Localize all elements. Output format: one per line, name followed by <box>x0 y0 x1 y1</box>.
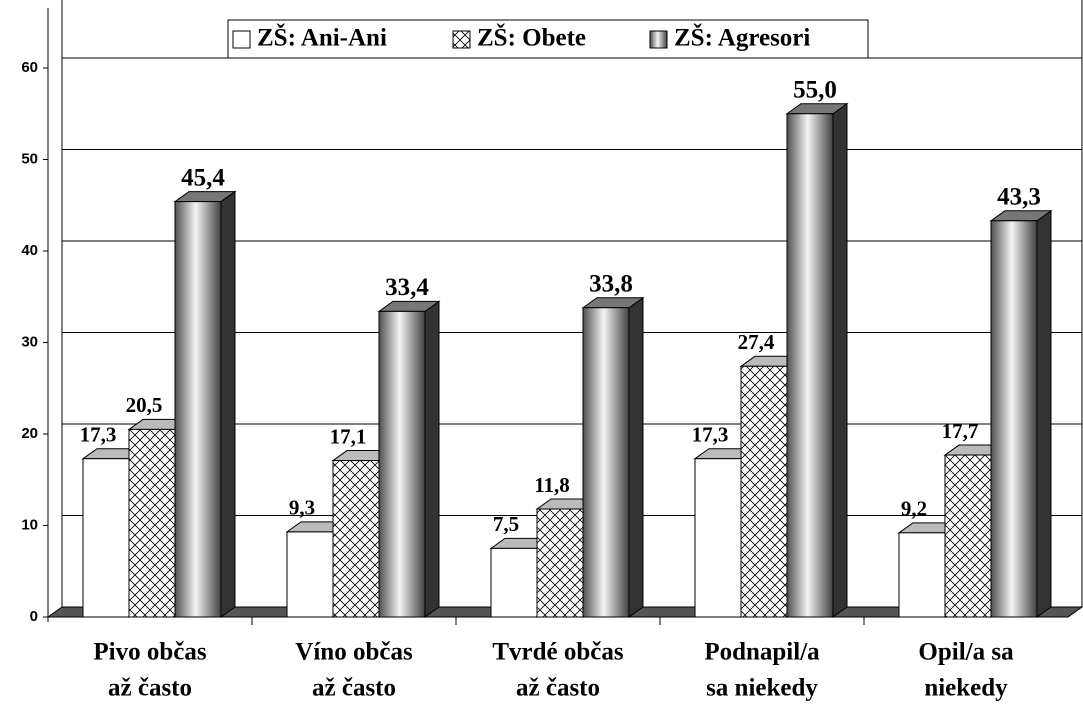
value-label: 9,3 <box>289 496 315 520</box>
value-label: 55,0 <box>793 76 837 103</box>
legend-swatch <box>232 30 251 49</box>
x-tick-label: Opil/a sa <box>918 639 1014 666</box>
bar <box>286 531 334 618</box>
legend-label: ZŠ: Obete <box>477 24 586 52</box>
x-tick-label: až často <box>516 675 600 702</box>
value-label: 27,4 <box>738 330 775 354</box>
bar <box>990 220 1038 618</box>
bar <box>174 201 222 618</box>
value-label: 17,1 <box>330 424 367 448</box>
legend-swatch <box>649 30 668 49</box>
bar <box>490 547 538 618</box>
x-tick-label: až často <box>108 675 192 702</box>
value-label: 11,8 <box>534 473 570 497</box>
value-label: 33,8 <box>589 270 633 297</box>
legend-swatch <box>452 30 471 49</box>
value-label: 43,3 <box>997 184 1041 211</box>
value-label: 17,3 <box>692 423 729 447</box>
y-tick-label: 60 <box>21 59 38 76</box>
bar <box>332 460 380 618</box>
y-tick-label: 30 <box>21 333 38 350</box>
value-label: 45,4 <box>181 164 225 191</box>
bar <box>536 508 584 618</box>
bar <box>128 428 176 618</box>
value-label: 17,3 <box>80 423 117 447</box>
bar <box>786 113 834 618</box>
x-tick-label: Podnapil/a <box>704 639 820 666</box>
value-label: 20,5 <box>126 393 163 417</box>
value-label: 9,2 <box>901 497 927 521</box>
x-tick-label: Tvrdé občas <box>492 639 624 666</box>
bar-side <box>832 102 848 618</box>
bar <box>378 310 426 618</box>
value-label: 33,4 <box>385 274 429 301</box>
bar-side <box>628 296 644 618</box>
y-tick-label: 40 <box>21 242 38 259</box>
x-tick-label: sa niekedy <box>706 675 818 702</box>
x-tick-label: Pivo občas <box>93 639 206 666</box>
bar <box>694 458 742 618</box>
bar-side <box>1036 209 1052 618</box>
bar-side <box>424 300 440 618</box>
bar-side <box>220 190 236 618</box>
x-tick-label: Víno občas <box>295 639 413 666</box>
y-tick-label: 20 <box>21 425 38 442</box>
y-tick-label: 50 <box>21 150 38 167</box>
y-tick-label: 10 <box>21 516 38 533</box>
x-tick-label: až často <box>312 675 396 702</box>
bar <box>740 365 788 618</box>
bar <box>898 532 946 618</box>
y-tick-label: 0 <box>30 608 38 625</box>
x-tick-label: niekedy <box>924 675 1008 702</box>
bar <box>944 454 992 618</box>
bar <box>82 458 130 618</box>
legend <box>227 19 869 59</box>
value-label: 7,5 <box>493 512 519 536</box>
legend-label: ZŠ: Agresori <box>674 24 810 52</box>
value-label: 17,7 <box>942 419 979 443</box>
legend-label: ZŠ: Ani-Ani <box>257 24 387 52</box>
bar <box>582 307 630 618</box>
